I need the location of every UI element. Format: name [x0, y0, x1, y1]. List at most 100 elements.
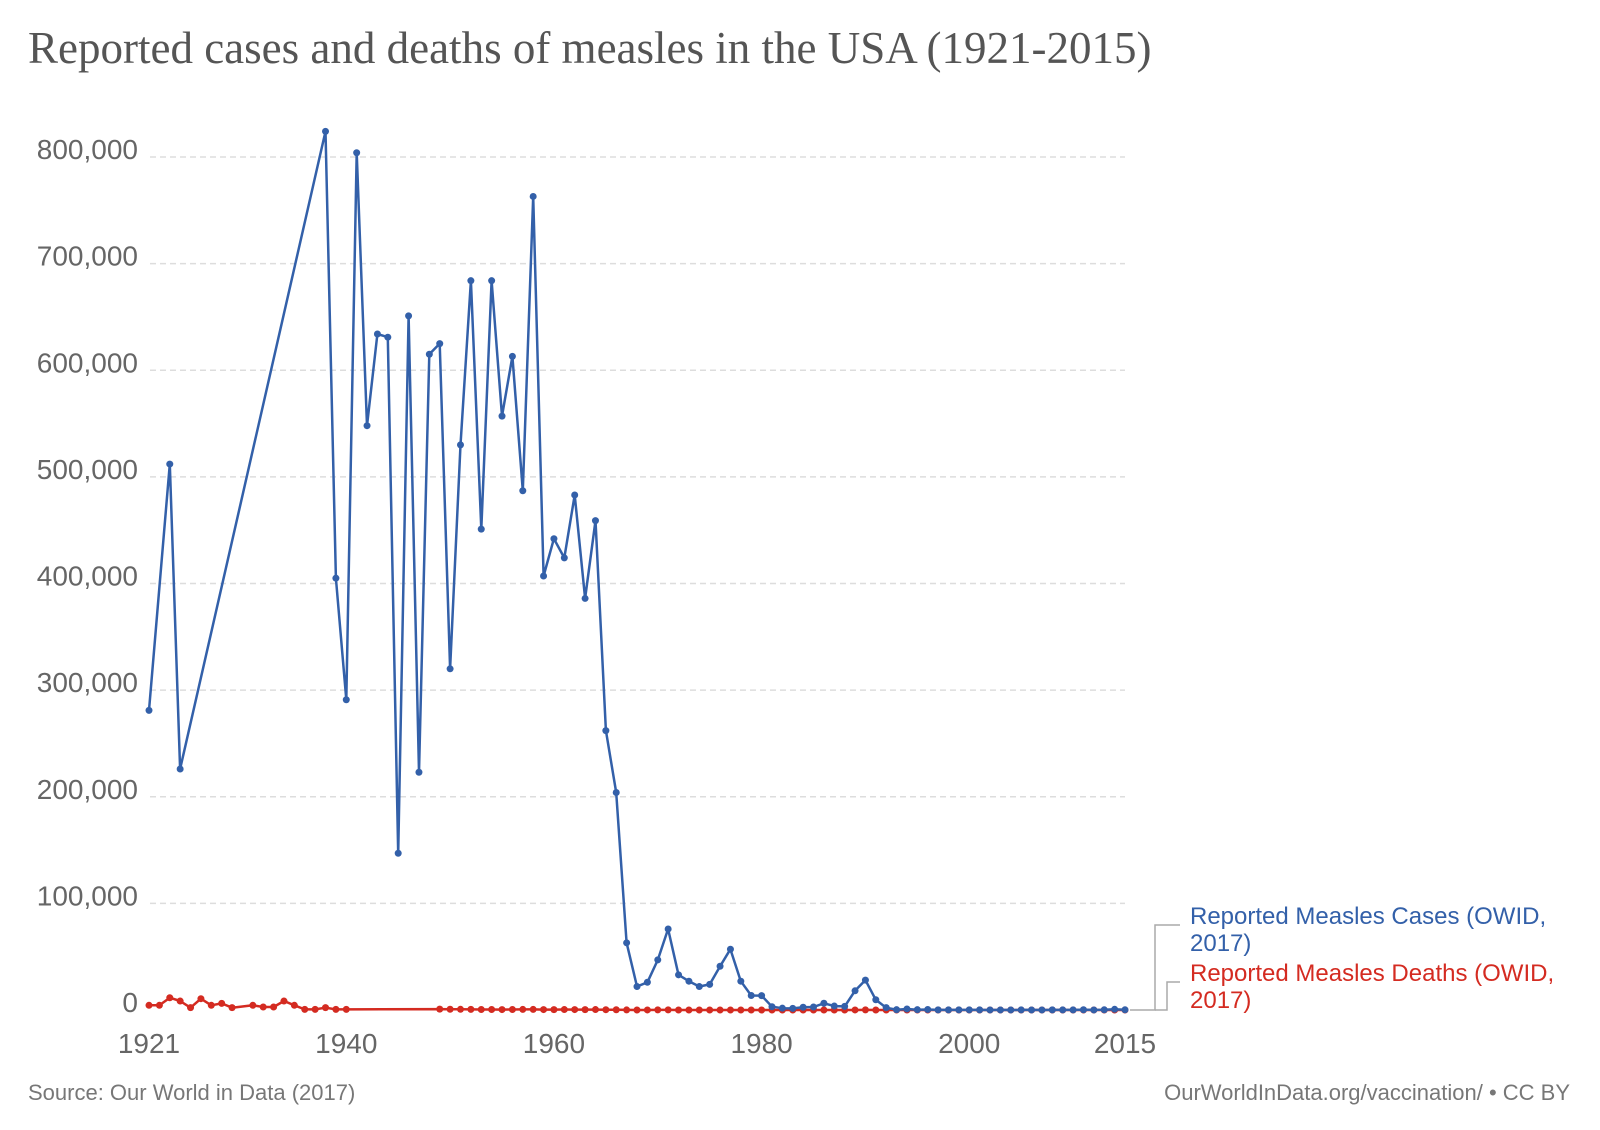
cases-point[interactable]	[322, 127, 330, 135]
deaths-point[interactable]	[155, 1001, 163, 1009]
cases-point[interactable]	[425, 350, 433, 358]
deaths-point[interactable]	[332, 1005, 340, 1013]
cases-point[interactable]	[477, 525, 485, 533]
deaths-point[interactable]	[197, 995, 205, 1003]
cases-point[interactable]	[581, 594, 589, 602]
deaths-point[interactable]	[758, 1006, 766, 1014]
cases-point[interactable]	[498, 412, 506, 420]
cases-point[interactable]	[176, 765, 184, 773]
deaths-point[interactable]	[737, 1006, 745, 1014]
cases-point[interactable]	[778, 1004, 786, 1012]
cases-point[interactable]	[540, 572, 548, 580]
deaths-point[interactable]	[436, 1005, 444, 1013]
deaths-point[interactable]	[259, 1003, 267, 1011]
deaths-point[interactable]	[498, 1006, 506, 1014]
deaths-point[interactable]	[716, 1006, 724, 1014]
cases-point[interactable]	[394, 849, 402, 857]
cases-point[interactable]	[384, 333, 392, 341]
deaths-point[interactable]	[861, 1006, 869, 1014]
cases-point[interactable]	[996, 1006, 1004, 1014]
cases-point[interactable]	[332, 574, 340, 582]
cases-point[interactable]	[810, 1003, 818, 1011]
cases-point[interactable]	[519, 487, 527, 495]
cases-point[interactable]	[623, 939, 631, 947]
cases-point[interactable]	[768, 1003, 776, 1011]
cases-point[interactable]	[1038, 1006, 1046, 1014]
cases-point[interactable]	[1111, 1005, 1119, 1013]
cases-point[interactable]	[633, 983, 641, 991]
deaths-point[interactable]	[602, 1006, 610, 1014]
deaths-point[interactable]	[706, 1006, 714, 1014]
cases-point[interactable]	[872, 996, 880, 1004]
cases-point[interactable]	[166, 460, 174, 468]
cases-point[interactable]	[612, 788, 620, 796]
deaths-point[interactable]	[270, 1003, 278, 1011]
cases-point[interactable]	[591, 517, 599, 525]
cases-point[interactable]	[903, 1005, 911, 1013]
deaths-point[interactable]	[872, 1006, 880, 1014]
cases-point[interactable]	[1028, 1006, 1036, 1014]
cases-point[interactable]	[1017, 1006, 1025, 1014]
deaths-point[interactable]	[560, 1006, 568, 1014]
deaths-point[interactable]	[218, 999, 226, 1007]
cases-point[interactable]	[789, 1004, 797, 1012]
cases-point[interactable]	[976, 1006, 984, 1014]
deaths-point[interactable]	[623, 1006, 631, 1014]
cases-point[interactable]	[602, 727, 610, 735]
deaths-point[interactable]	[820, 1006, 828, 1014]
deaths-point[interactable]	[591, 1006, 599, 1014]
deaths-point[interactable]	[540, 1006, 548, 1014]
cases-point[interactable]	[145, 706, 153, 714]
cases-point[interactable]	[664, 925, 672, 933]
deaths-point[interactable]	[747, 1006, 755, 1014]
deaths-point[interactable]	[571, 1006, 579, 1014]
cases-point[interactable]	[1007, 1006, 1015, 1014]
cases-point[interactable]	[456, 441, 464, 449]
cases-point[interactable]	[571, 491, 579, 499]
cases-point[interactable]	[1079, 1006, 1087, 1014]
cases-point[interactable]	[841, 1002, 849, 1010]
deaths-point[interactable]	[456, 1005, 464, 1013]
deaths-point[interactable]	[187, 1004, 195, 1012]
deaths-point[interactable]	[685, 1006, 693, 1014]
deaths-point[interactable]	[488, 1006, 496, 1014]
cases-point[interactable]	[1121, 1006, 1129, 1014]
deaths-point[interactable]	[612, 1006, 620, 1014]
cases-point[interactable]	[695, 983, 703, 991]
cases-point[interactable]	[654, 956, 662, 964]
cases-point[interactable]	[373, 330, 381, 338]
cases-point[interactable]	[913, 1006, 921, 1014]
deaths-point[interactable]	[467, 1005, 475, 1013]
deaths-point[interactable]	[322, 1004, 330, 1012]
cases-point[interactable]	[716, 962, 724, 970]
deaths-point[interactable]	[508, 1005, 516, 1013]
cases-point[interactable]	[685, 977, 693, 985]
cases-point[interactable]	[706, 980, 714, 988]
cases-point[interactable]	[560, 554, 568, 562]
cases-point[interactable]	[1100, 1006, 1108, 1014]
cases-point[interactable]	[830, 1002, 838, 1010]
cases-point[interactable]	[747, 991, 755, 999]
cases-point[interactable]	[529, 192, 537, 200]
deaths-point[interactable]	[290, 1001, 298, 1009]
deaths-point[interactable]	[581, 1006, 589, 1014]
license-link[interactable]: OurWorldInData.org/vaccination/ • CC BY	[1164, 1080, 1570, 1105]
cases-point[interactable]	[550, 535, 558, 543]
cases-point[interactable]	[1069, 1006, 1077, 1014]
deaths-point[interactable]	[675, 1006, 683, 1014]
deaths-point[interactable]	[301, 1005, 309, 1013]
deaths-point[interactable]	[643, 1006, 651, 1014]
deaths-point[interactable]	[851, 1006, 859, 1014]
deaths-point[interactable]	[342, 1005, 350, 1013]
cases-point[interactable]	[446, 665, 454, 673]
cases-point[interactable]	[363, 422, 371, 430]
deaths-point[interactable]	[654, 1006, 662, 1014]
deaths-point[interactable]	[280, 997, 288, 1005]
deaths-point[interactable]	[726, 1006, 734, 1014]
deaths-point[interactable]	[176, 997, 184, 1005]
cases-point[interactable]	[820, 999, 828, 1007]
cases-point[interactable]	[965, 1006, 973, 1014]
deaths-point[interactable]	[695, 1006, 703, 1014]
cases-point[interactable]	[436, 340, 444, 348]
cases-point[interactable]	[1048, 1006, 1056, 1014]
